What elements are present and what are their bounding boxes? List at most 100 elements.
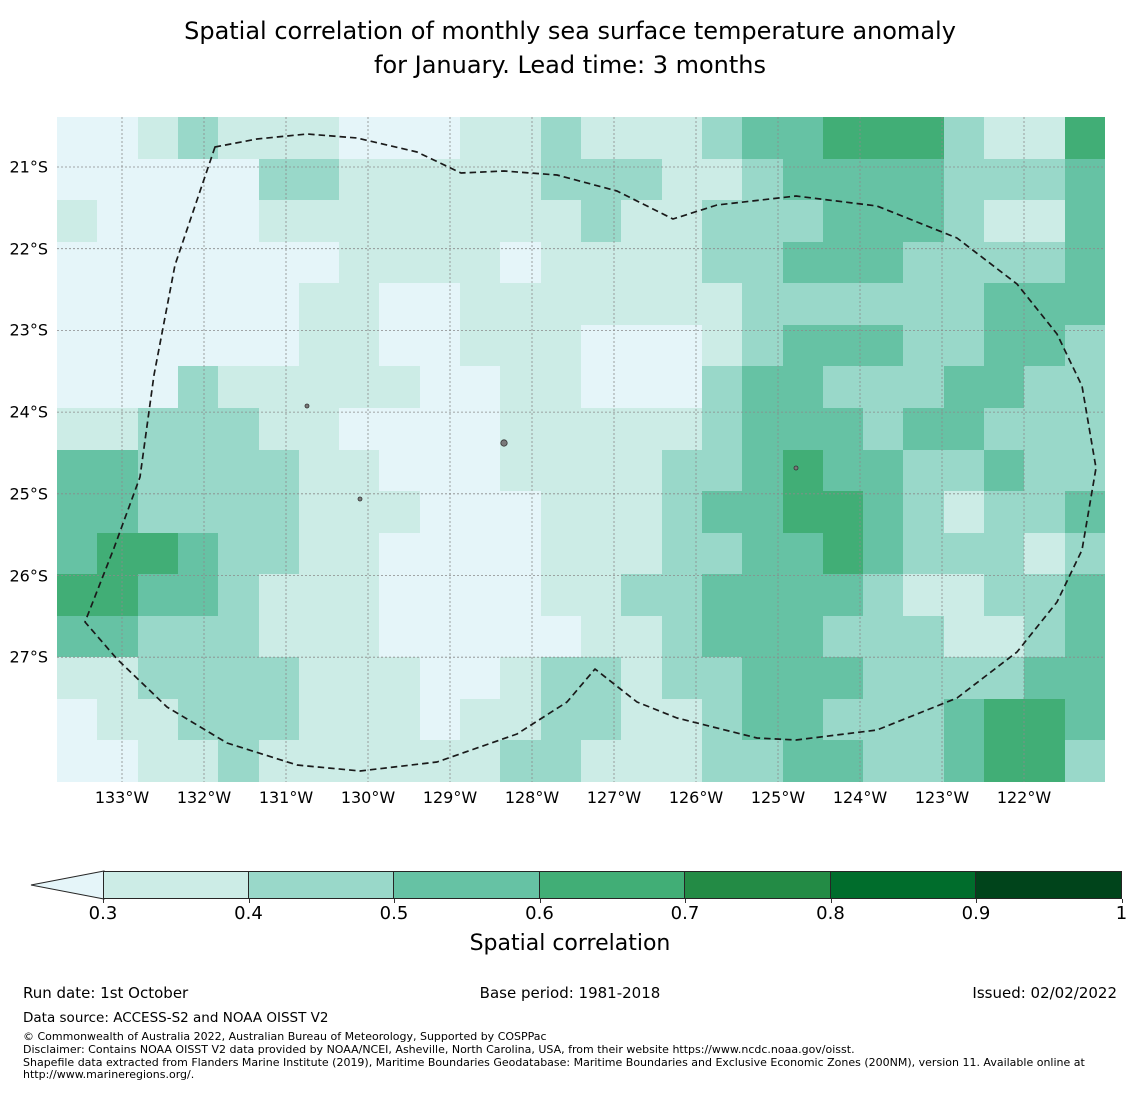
heatmap-cell [540,532,581,575]
heatmap-cell [661,117,702,159]
map-panel [57,117,1105,782]
heatmap-cell [460,283,501,325]
heatmap-cell [863,491,904,533]
heatmap-cell [782,532,823,575]
heatmap-cell [97,740,138,782]
heatmap-cell [701,449,743,492]
heatmap-cell [1064,324,1105,367]
heatmap-cell [581,117,622,159]
heatmap-cell [177,657,219,699]
heatmap-cell [943,740,985,782]
heatmap-cell [863,615,904,658]
heatmap-cell [581,200,622,242]
island-dot [500,439,508,447]
colorbar-segment [103,871,249,899]
base-period-text: Base period: 1981-2018 [479,984,661,1002]
heatmap-cell [137,657,178,699]
heatmap-cell [218,200,259,242]
heatmap-cell [742,698,783,741]
heatmap-cell [822,491,864,533]
heatmap-cell [258,657,299,699]
heatmap-cell [500,698,541,741]
heatmap-cell [57,740,98,782]
heatmap-cell [782,200,823,242]
heatmap-cell [379,532,420,575]
heatmap-cell [742,574,783,616]
heatmap-cell [137,158,178,201]
heatmap-cell [782,491,823,533]
heatmap-cell [177,407,219,450]
heatmap-cell [782,449,823,492]
heatmap-cell [137,117,178,159]
heatmap-cell [218,407,259,450]
heatmap-cell [661,158,702,201]
heatmap-cell [782,117,823,159]
heatmap-cell [460,491,501,533]
colorbar-segment [248,871,394,899]
heatmap-cell [419,740,461,782]
heatmap-cell [218,449,259,492]
heatmap-cell [701,615,743,658]
heatmap-cell [621,449,662,492]
heatmap-cell [97,283,138,325]
colorbar-segment [976,871,1122,899]
colorbar-tick [103,899,104,903]
heatmap-cell [742,324,783,367]
heatmap-cell [822,283,864,325]
x-tick-label: 124°W [832,788,888,807]
heatmap-cell [822,532,864,575]
heatmap-cell [218,158,259,201]
heatmap-cell [460,407,501,450]
heatmap-cell [137,615,178,658]
heatmap-cell [782,366,823,408]
heatmap-cell [943,366,985,408]
heatmap-cell [419,449,461,492]
colorbar-tick [539,899,541,903]
heatmap-cell [379,740,420,782]
heatmap-cell [57,158,98,201]
y-tick-label: 24°S [9,402,48,422]
heatmap-cell [701,117,743,159]
heatmap-cell [540,117,581,159]
heatmap-cell [298,615,340,658]
heatmap-cell [661,491,702,533]
colorbar-segment [830,871,976,899]
colorbar-tick-label: 0.3 [88,903,118,924]
fineprint-block: © Commonwealth of Australia 2022, Austra… [23,1030,1133,1082]
heatmap-cell [419,283,461,325]
heatmap-cell [782,283,823,325]
heatmap-cell [1024,698,1065,741]
heatmap-cell [1064,574,1105,616]
heatmap-cell [903,574,944,616]
heatmap-cell [218,366,259,408]
heatmap-cell [339,574,380,616]
colorbar-arrow-shape [30,870,105,900]
heatmap-cell [943,158,985,201]
heatmap-cell [701,366,743,408]
heatmap-cell [137,740,178,782]
heatmap-cell [339,657,380,699]
heatmap-cell [1064,283,1105,325]
heatmap-cell [661,324,702,367]
heatmap-cell [379,657,420,699]
heatmap-cell [742,158,783,201]
heatmap-cell [1024,740,1065,782]
heatmap-cell [419,324,461,367]
heatmap-cell [218,615,259,658]
heatmap-cell [581,324,622,367]
heatmap-cell [1064,449,1105,492]
y-tick-label: 27°S [9,647,48,667]
colorbar-label: Spatial correlation [469,931,671,956]
heatmap-cell [742,449,783,492]
heatmap-cell [984,324,1025,367]
heatmap-cell [137,200,178,242]
heatmap-cell [863,366,904,408]
heatmap-cell [137,532,178,575]
heatmap-cell [621,366,662,408]
heatmap-cell [379,283,420,325]
heatmap-cell [258,407,299,450]
heatmap-cell [339,324,380,367]
heatmap-cell [701,407,743,450]
heatmap-cell [943,491,985,533]
